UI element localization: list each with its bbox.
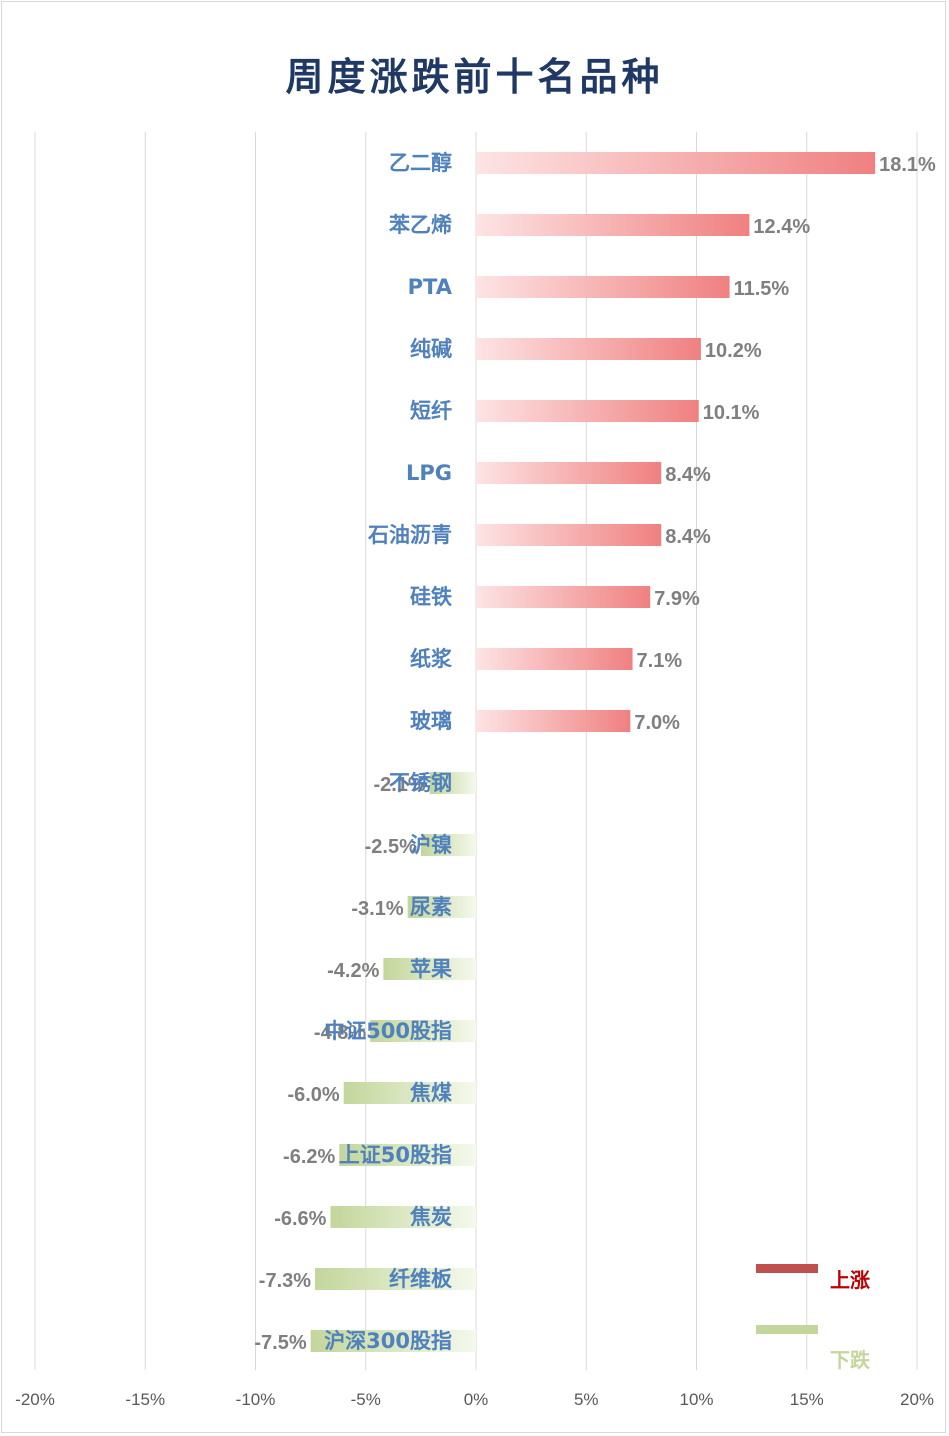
legend-label-up: 上涨 — [830, 1268, 870, 1292]
bar — [407, 896, 476, 918]
value-label: -2.5% — [365, 836, 417, 858]
bar — [370, 1020, 476, 1042]
category-label: 玻璃 — [410, 709, 452, 733]
value-label: 7.0% — [634, 712, 680, 734]
x-tick-label: 20% — [900, 1390, 934, 1409]
value-label: -7.5% — [254, 1332, 306, 1354]
value-label: 11.5% — [734, 278, 790, 300]
category-label: 尿素 — [410, 895, 452, 919]
category-label: 苯乙烯 — [388, 213, 452, 237]
category-label: 焦炭 — [409, 1205, 452, 1229]
x-tick-label: 10% — [679, 1390, 713, 1409]
category-label: 焦煤 — [409, 1081, 452, 1105]
labels: 18.1% 乙二醇 12.4% 苯乙烯 11.5% PTA 10.2% 纯碱 10.1% 短纤 8.… — [254, 151, 936, 1354]
legend-label-down: 下跌 — [830, 1348, 870, 1372]
bar — [476, 648, 633, 670]
chart-title: 周度涨跌前十名品种 — [285, 54, 664, 99]
bar — [476, 276, 730, 298]
category-label: 不锈钢 — [389, 771, 452, 795]
value-label: -2.1% — [373, 774, 425, 796]
value-label: 12.4% — [753, 216, 810, 238]
category-label: 中证500股指 — [324, 1019, 452, 1043]
legend-swatch-up — [756, 1264, 818, 1273]
bar — [429, 772, 476, 794]
x-tick-label: -20% — [15, 1390, 55, 1409]
category-label: 乙二醇 — [389, 151, 452, 175]
category-label: LPG — [406, 461, 452, 485]
bar — [315, 1268, 476, 1290]
value-label: -4.2% — [327, 960, 379, 982]
bar — [476, 586, 651, 608]
category-label: PTA — [408, 275, 453, 299]
bar — [476, 462, 662, 484]
category-label: 沪镍 — [410, 833, 452, 857]
x-tick-label: 0% — [464, 1390, 489, 1409]
bar — [476, 214, 750, 236]
category-label: 沪深300股指 — [324, 1329, 452, 1353]
x-axis-ticks: -20% -15% -10% -5% 0% 5% 10% 15% 20% — [15, 1390, 934, 1409]
category-label: 纸浆 — [410, 647, 453, 671]
category-label: 石油沥青 — [367, 523, 452, 547]
value-label: 8.4% — [665, 464, 711, 486]
bar — [476, 338, 701, 360]
bar — [476, 524, 662, 546]
bar — [476, 152, 876, 174]
grid-lines — [34, 132, 918, 1370]
bar — [310, 1330, 476, 1352]
value-label: -6.2% — [283, 1146, 335, 1168]
value-label: 7.1% — [637, 650, 683, 672]
bar — [476, 710, 631, 732]
value-label: 8.4% — [665, 526, 711, 548]
value-label: 10.1% — [703, 402, 760, 424]
bar — [383, 958, 476, 980]
category-label: 上证50股指 — [339, 1143, 452, 1167]
category-label: 短纤 — [410, 399, 452, 423]
value-label: 7.9% — [654, 588, 700, 610]
value-label: -6.6% — [274, 1208, 326, 1230]
value-label: -6.0% — [287, 1084, 339, 1106]
x-tick-label: -10% — [236, 1390, 276, 1409]
bars — [310, 152, 876, 1352]
bar — [420, 834, 476, 856]
x-tick-label: -5% — [351, 1390, 381, 1409]
value-label: -3.1% — [351, 898, 403, 920]
x-tick-label: 5% — [574, 1390, 599, 1409]
bar — [343, 1082, 476, 1104]
value-label: 10.2% — [705, 340, 762, 362]
bar — [339, 1144, 476, 1166]
value-label: -7.3% — [259, 1270, 311, 1292]
value-label: 18.1% — [879, 154, 936, 176]
bar — [330, 1206, 476, 1228]
bar — [476, 400, 699, 422]
category-label: 纤维板 — [389, 1267, 453, 1291]
category-label: 纯碱 — [410, 337, 452, 361]
x-tick-label: 15% — [790, 1390, 824, 1409]
value-label: -4.8% — [314, 1022, 366, 1044]
category-label: 苹果 — [410, 957, 452, 981]
category-label: 硅铁 — [410, 585, 452, 609]
x-tick-label: -15% — [125, 1390, 165, 1409]
legend-swatch-down — [756, 1325, 818, 1334]
